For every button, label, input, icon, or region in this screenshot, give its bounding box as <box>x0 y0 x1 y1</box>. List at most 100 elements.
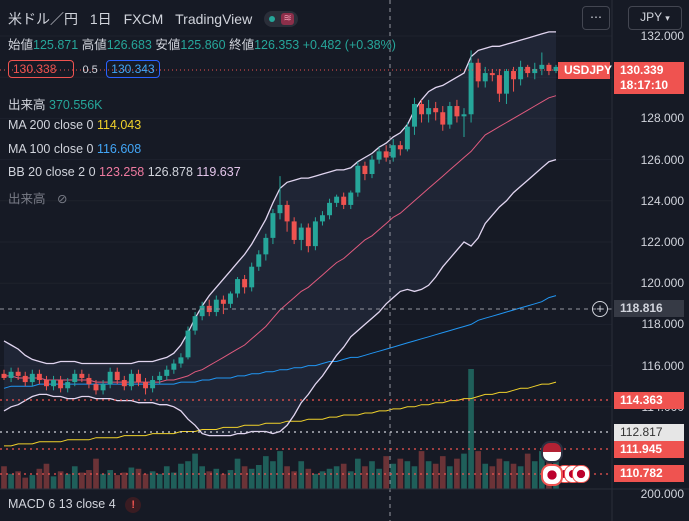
jp-flag-event-icon[interactable] <box>541 464 563 486</box>
candle-body <box>454 106 460 117</box>
interval[interactable]: 1日 <box>89 11 112 27</box>
volume-bar <box>277 451 283 489</box>
bb-legend[interactable]: BB 20 close 2 0 123.258 126.878 119.637 <box>8 165 241 179</box>
candle-body <box>553 66 559 72</box>
volume-bar <box>248 468 255 489</box>
volume-bar <box>326 468 333 489</box>
volume-bar <box>369 461 375 489</box>
candle-body <box>475 62 481 82</box>
volume-bars <box>1 369 559 489</box>
volume-bar <box>29 475 36 489</box>
candle-body <box>164 369 170 376</box>
level-tag-4: 110.782 <box>614 465 684 482</box>
volume-bar <box>241 466 248 489</box>
last-price-tag: 130.339 18:17:10 <box>614 62 684 94</box>
volume-bar <box>135 468 142 489</box>
price-tick-label: 118.000 <box>641 317 685 332</box>
currency-selector[interactable]: JPY ▾ <box>628 6 682 30</box>
candle-body <box>532 68 538 74</box>
candle-body <box>100 384 106 391</box>
price-tick-label: 132.000 <box>640 29 684 43</box>
volume-bar <box>8 473 14 489</box>
macd-legend[interactable]: MACD 6 13 close 4 ! <box>8 497 142 513</box>
candle-body <box>419 103 425 115</box>
ma200-label: MA 200 close 0 <box>8 118 94 132</box>
more-options-button[interactable]: ⋯ <box>582 6 610 30</box>
candle-body <box>511 71 517 80</box>
candle-body <box>65 382 71 389</box>
candle-body <box>8 371 14 378</box>
volume-bar <box>206 471 213 489</box>
exchange: FXCM <box>123 11 164 27</box>
candle-body <box>489 73 495 76</box>
symbol-name[interactable]: 米ドル／円 <box>8 11 78 27</box>
ma100-legend[interactable]: MA 100 close 0 116.608 <box>8 142 141 156</box>
volume-bar <box>263 456 269 489</box>
volume-bar <box>114 475 121 489</box>
volume-bar <box>298 461 305 489</box>
candle-body <box>1 373 7 378</box>
level-tag-2: 112.817 <box>614 424 684 441</box>
volume-bar <box>461 453 467 489</box>
candle-body <box>503 71 509 94</box>
us-flag-event-icon[interactable] <box>541 441 563 463</box>
header-bar: 米ドル／円 1日 FXCM TradingView ≋ <box>8 9 299 29</box>
spread: 0.5 <box>82 64 98 76</box>
add-alert-icon[interactable]: + <box>592 301 608 317</box>
volume-bar <box>383 456 389 489</box>
market-status-icon: ≋ <box>264 11 299 27</box>
candle-body <box>461 114 467 117</box>
candle-body <box>150 380 156 389</box>
volume-bar <box>64 473 71 489</box>
hidden-volume-label: 出来高 <box>8 192 46 206</box>
warning-icon[interactable]: ! <box>125 497 142 513</box>
price-tick-label: 116.000 <box>641 358 685 373</box>
candle-body <box>15 371 21 376</box>
volume-label: 出来高 <box>8 98 46 112</box>
candle-body <box>185 330 191 358</box>
volume-bar <box>22 477 29 489</box>
volume-bar <box>489 466 496 489</box>
ma200-value: 114.043 <box>96 118 142 132</box>
candle-body <box>383 151 389 158</box>
candle-body <box>411 103 417 127</box>
volume-bar <box>178 463 184 489</box>
volume-bar <box>333 466 340 489</box>
candle-body <box>433 108 439 113</box>
symbol-tag: USDJPY <box>558 62 612 79</box>
candle-body <box>107 371 113 385</box>
candle-body <box>312 221 318 247</box>
candle-body <box>397 145 403 150</box>
volume-bar <box>376 468 382 489</box>
volume-bar <box>432 463 439 489</box>
level-tag-3: 111.945 <box>614 441 684 458</box>
volume-bar <box>418 451 425 489</box>
volume-bar <box>284 466 290 489</box>
volume-bar <box>468 369 474 489</box>
candle-body <box>447 106 453 125</box>
sell-button[interactable]: 130.338 <box>8 60 74 78</box>
candle-body <box>143 382 149 389</box>
bb-basis-value: 123.258 <box>99 165 145 179</box>
volume-bar <box>234 458 241 489</box>
volume-bar <box>503 461 510 489</box>
buy-button[interactable]: 130.343 <box>106 60 161 78</box>
candle-body <box>128 373 134 387</box>
volume-bar <box>43 463 50 489</box>
hidden-volume-legend[interactable]: 出来高 ⊘ <box>8 188 67 207</box>
volume-bar <box>404 461 411 489</box>
bb-lower-line <box>3 158 557 437</box>
candle-body <box>404 126 410 150</box>
data-source: TradingView <box>175 11 253 27</box>
candle-body <box>93 384 99 391</box>
volume-legend[interactable]: 出来高 370.556K <box>8 94 103 113</box>
candle-body <box>270 213 276 238</box>
ma200-legend[interactable]: MA 200 close 0 114.043 <box>8 118 141 132</box>
change-value: +0.482 (+0.38%) <box>302 38 396 52</box>
eye-crossed-icon[interactable]: ⊘ <box>57 192 68 206</box>
candle-body <box>369 159 375 175</box>
close-label: 終値 <box>229 38 255 52</box>
candle-body <box>22 375 28 383</box>
candle-body <box>29 373 35 383</box>
